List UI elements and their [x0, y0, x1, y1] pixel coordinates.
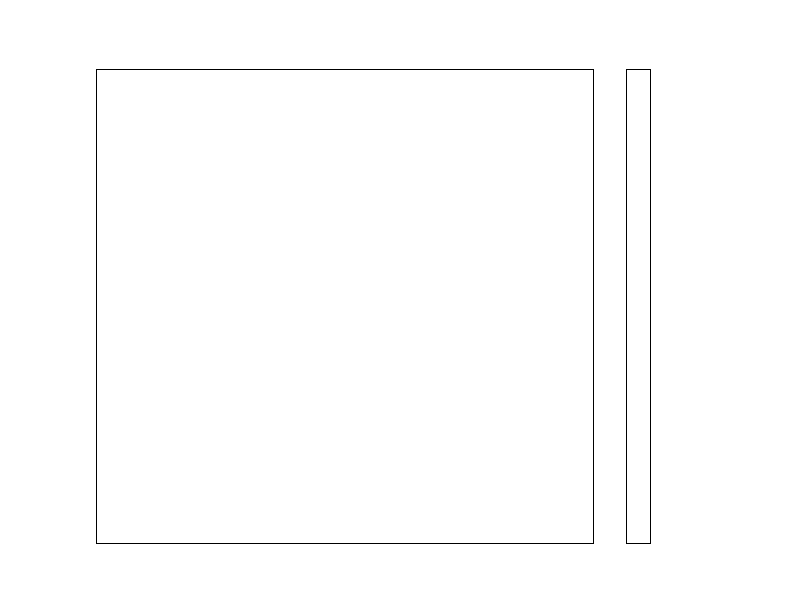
colorbar — [626, 69, 651, 544]
plot-area — [96, 69, 594, 544]
colorbar-gradient-canvas — [627, 70, 650, 543]
heatmap-canvas — [97, 70, 593, 543]
